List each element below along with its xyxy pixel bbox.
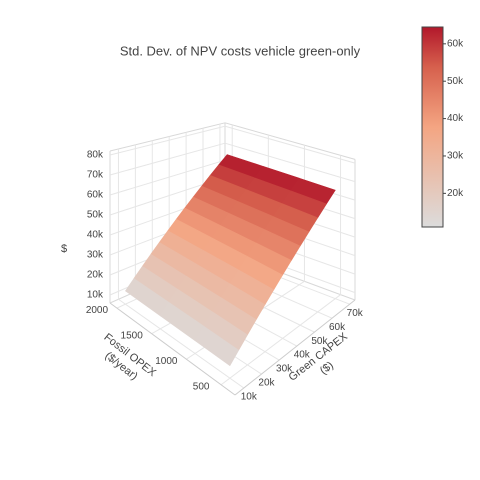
z-grid-line bbox=[109, 142, 226, 176]
z-tick-label: 70k bbox=[87, 170, 104, 181]
x-tick-label: 30k bbox=[276, 364, 293, 375]
y-grid-line bbox=[220, 294, 341, 386]
z-grid-line bbox=[224, 142, 356, 183]
z-axis-title: $ bbox=[61, 243, 67, 255]
x-tick-label: 50k bbox=[311, 336, 328, 347]
colorbar-tick-label: 50k bbox=[447, 76, 464, 87]
y-tick-label: 500 bbox=[193, 381, 210, 392]
x-axis-line bbox=[234, 299, 356, 396]
y-tick-label: 2000 bbox=[86, 305, 109, 316]
colorbar-tick-label: 30k bbox=[447, 151, 464, 162]
x-tick-label: 70k bbox=[347, 308, 364, 319]
surface-patch bbox=[194, 325, 240, 367]
y-axis-line bbox=[109, 302, 236, 396]
z-grid-line bbox=[224, 125, 356, 164]
y-tick-label: 1000 bbox=[155, 356, 178, 367]
z-tick-label: 50k bbox=[87, 210, 104, 221]
x-grid-line bbox=[118, 298, 245, 389]
z-grid-line bbox=[109, 125, 226, 156]
box-edge bbox=[109, 122, 226, 152]
z-tick-label: 30k bbox=[87, 250, 104, 261]
colorbar-tick-label: 40k bbox=[447, 113, 464, 124]
colorbar bbox=[421, 26, 444, 228]
box-edge bbox=[224, 122, 356, 160]
x-tick-label: 20k bbox=[258, 378, 275, 389]
z-tick-label: 80k bbox=[87, 150, 104, 161]
x-tick-label: 40k bbox=[294, 350, 311, 361]
z-tick-label: 10k bbox=[87, 290, 104, 301]
colorbar-tick-label: 20k bbox=[447, 188, 464, 199]
x-tick-label: 60k bbox=[329, 322, 346, 333]
z-tick-label: 40k bbox=[87, 230, 104, 241]
z-tick-label: 20k bbox=[87, 270, 104, 281]
colorbar-tick-label: 60k bbox=[447, 38, 464, 49]
y-tick-label: 1500 bbox=[121, 330, 144, 341]
x-tick-label: 10k bbox=[241, 392, 258, 403]
z-grid-line bbox=[109, 159, 226, 196]
chart-title: Std. Dev. of NPV costs vehicle green-onl… bbox=[120, 43, 361, 58]
z-tick-label: 60k bbox=[87, 190, 104, 201]
